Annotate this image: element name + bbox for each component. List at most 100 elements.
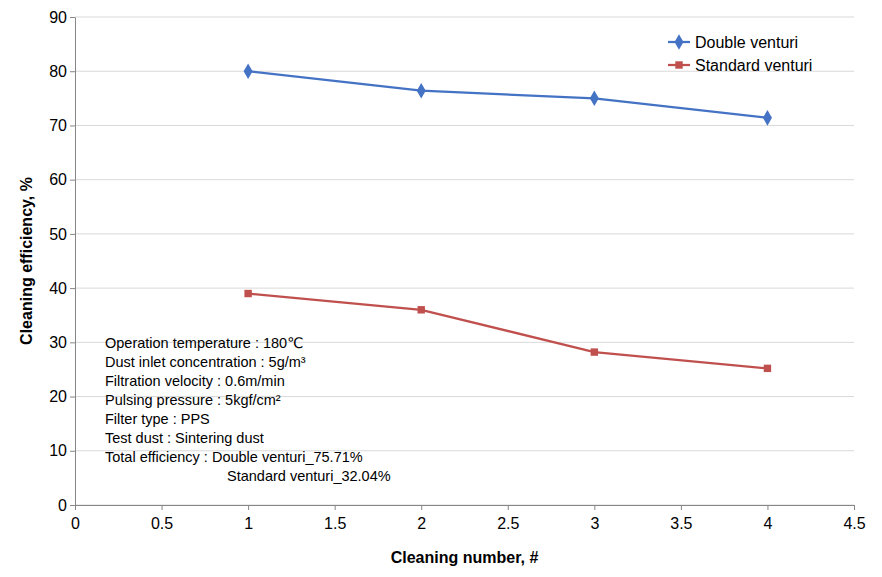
marker xyxy=(591,348,598,355)
annotation-line: Standard venturi_32.04% xyxy=(227,468,391,484)
tick-mark xyxy=(70,234,75,235)
tick-mark xyxy=(75,505,76,510)
annotation-line: Total efficiency : Double venturi_75.71% xyxy=(105,449,363,465)
annotation-line: Pulsing pressure : 5kgf/cm² xyxy=(105,392,281,408)
tick: 3.5 xyxy=(670,505,692,532)
tick-label: 1 xyxy=(244,515,253,532)
tick-mark xyxy=(162,505,163,510)
legend-marker xyxy=(675,61,682,68)
marker xyxy=(417,83,426,99)
tick-mark xyxy=(594,505,595,510)
tick-label: 50 xyxy=(49,226,67,243)
tick: 1.5 xyxy=(324,505,346,532)
tick-mark xyxy=(335,505,336,510)
tick: 60 xyxy=(49,171,75,188)
tick-mark xyxy=(681,505,682,510)
tick-label: 1.5 xyxy=(324,515,346,532)
tick-mark xyxy=(854,505,855,510)
axis-line xyxy=(76,505,855,506)
plot-area: 0 10 20 30 40 50 60 70 80 90 0 0.5 1 1.5 2 2.5 3 3.5 4 4.5 xyxy=(49,9,866,532)
tick: 50 xyxy=(49,226,75,243)
grid-line xyxy=(75,233,854,234)
tick: 30 xyxy=(49,334,75,351)
tick: 20 xyxy=(49,388,75,405)
legend: Double venturi Standard venturi xyxy=(668,34,812,74)
tick: 2 xyxy=(417,505,426,532)
tick-label: 40 xyxy=(49,280,67,297)
grid xyxy=(75,17,854,505)
tick-label: 60 xyxy=(49,171,67,188)
marker xyxy=(590,91,599,107)
tick-mark xyxy=(70,17,75,18)
tick-mark xyxy=(70,71,75,72)
annotation-line: Filter type : PPS xyxy=(105,411,210,427)
tick: 4 xyxy=(763,505,772,532)
annotation-line: Test dust : Sintering dust xyxy=(105,430,264,446)
marks xyxy=(244,63,772,372)
tick: 4.5 xyxy=(843,505,865,532)
marker xyxy=(244,290,251,297)
tick-label: 2.5 xyxy=(497,515,519,532)
grid-line xyxy=(75,125,854,126)
series-line xyxy=(248,294,767,369)
tick-label: 4 xyxy=(763,515,772,532)
annotation: Operation temperature : 180℃ Dust inlet c… xyxy=(105,335,391,484)
grid-line xyxy=(75,17,854,18)
tick-mark xyxy=(70,125,75,126)
x-axis-title: Cleaning number, # xyxy=(391,549,539,566)
tick: 70 xyxy=(49,117,75,134)
annotation-line: Filtration velocity : 0.6m/min xyxy=(105,373,285,389)
tick-label: 3.5 xyxy=(670,515,692,532)
tick-label: 0 xyxy=(71,515,80,532)
grid-line xyxy=(75,179,854,180)
chart: 0 10 20 30 40 50 60 70 80 90 0 0.5 1 1.5 2 2.5 3 3.5 4 4.5 C… xyxy=(0,0,882,577)
tick-mark xyxy=(70,342,75,343)
y-axis: 0 10 20 30 40 50 60 70 80 90 xyxy=(49,9,75,514)
tick: 90 xyxy=(49,9,75,26)
tick: 40 xyxy=(49,280,75,297)
tick-mark xyxy=(70,180,75,181)
tick: 1 xyxy=(244,505,253,532)
marker xyxy=(763,110,772,126)
marker xyxy=(764,365,771,372)
tick-label: 70 xyxy=(49,117,67,134)
grid-line xyxy=(75,288,854,289)
tick-mark xyxy=(248,505,249,510)
tick-mark xyxy=(421,505,422,510)
annotation-line: Operation temperature : 180℃ xyxy=(105,335,303,351)
tick-mark xyxy=(70,505,75,506)
tick-mark xyxy=(508,505,509,510)
tick: 0 xyxy=(58,497,75,514)
tick-label: 2 xyxy=(417,515,426,532)
tick: 10 xyxy=(49,442,75,459)
tick: 2.5 xyxy=(497,505,519,532)
annotation-line: Dust inlet concentration : 5g/m³ xyxy=(105,354,306,370)
tick-label: 90 xyxy=(49,9,67,26)
tick-label: 10 xyxy=(49,442,67,459)
tick-label: 0 xyxy=(58,497,67,514)
y-axis-title: Cleaning efficiency, % xyxy=(18,177,35,345)
tick: 0.5 xyxy=(151,505,173,532)
legend-item: Standard venturi xyxy=(668,57,812,74)
tick-label: 0.5 xyxy=(151,515,173,532)
tick: 80 xyxy=(49,63,75,80)
x-axis: 0 0.5 1 1.5 2 2.5 3 3.5 4 4.5 xyxy=(71,505,866,532)
legend-label: Double venturi xyxy=(695,34,798,51)
grid-line xyxy=(75,505,854,506)
axis-line xyxy=(75,18,76,506)
tick-label: 30 xyxy=(49,334,67,351)
legend-item: Double venturi xyxy=(668,34,798,51)
series-line xyxy=(248,71,767,118)
tick-label: 4.5 xyxy=(843,515,865,532)
tick-label: 3 xyxy=(590,515,599,532)
tick-mark xyxy=(70,397,75,398)
tick-label: 20 xyxy=(49,388,67,405)
tick-label: 80 xyxy=(49,63,67,80)
tick-mark xyxy=(70,451,75,452)
legend-label: Standard venturi xyxy=(695,57,812,74)
tick-mark xyxy=(70,288,75,289)
tick-mark xyxy=(767,505,768,510)
legend-marker xyxy=(675,34,684,50)
tick: 0 xyxy=(71,505,80,532)
marker xyxy=(244,63,253,79)
